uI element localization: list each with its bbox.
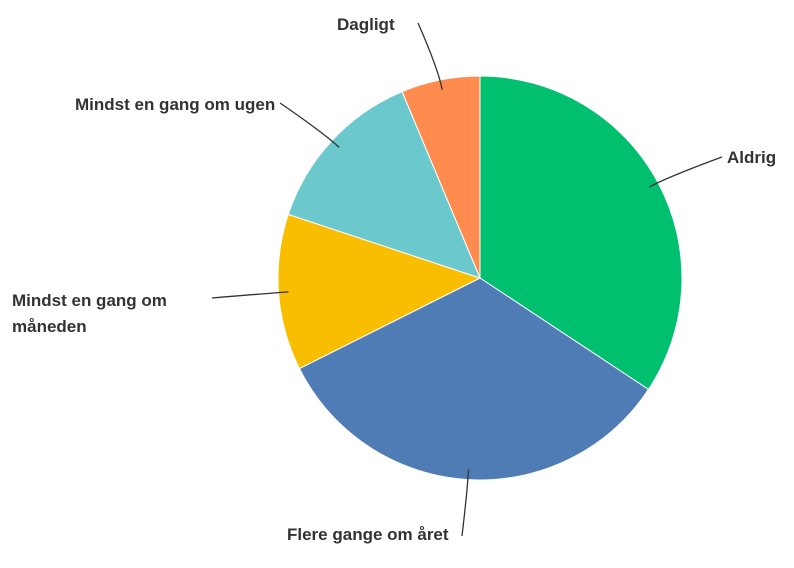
slice-label: Dagligt bbox=[337, 15, 395, 34]
leader-line bbox=[279, 102, 340, 148]
leader-line bbox=[461, 469, 470, 537]
leader-line bbox=[211, 291, 289, 299]
leader-line bbox=[417, 22, 443, 90]
slice-label: Mindst en gang om måneden bbox=[12, 291, 167, 336]
slice-label: Aldrig bbox=[727, 148, 777, 167]
slice-label: Mindst en gang om ugen bbox=[75, 95, 276, 114]
leader-line bbox=[648, 156, 723, 188]
slice-label: Flere gange om året bbox=[287, 525, 449, 544]
